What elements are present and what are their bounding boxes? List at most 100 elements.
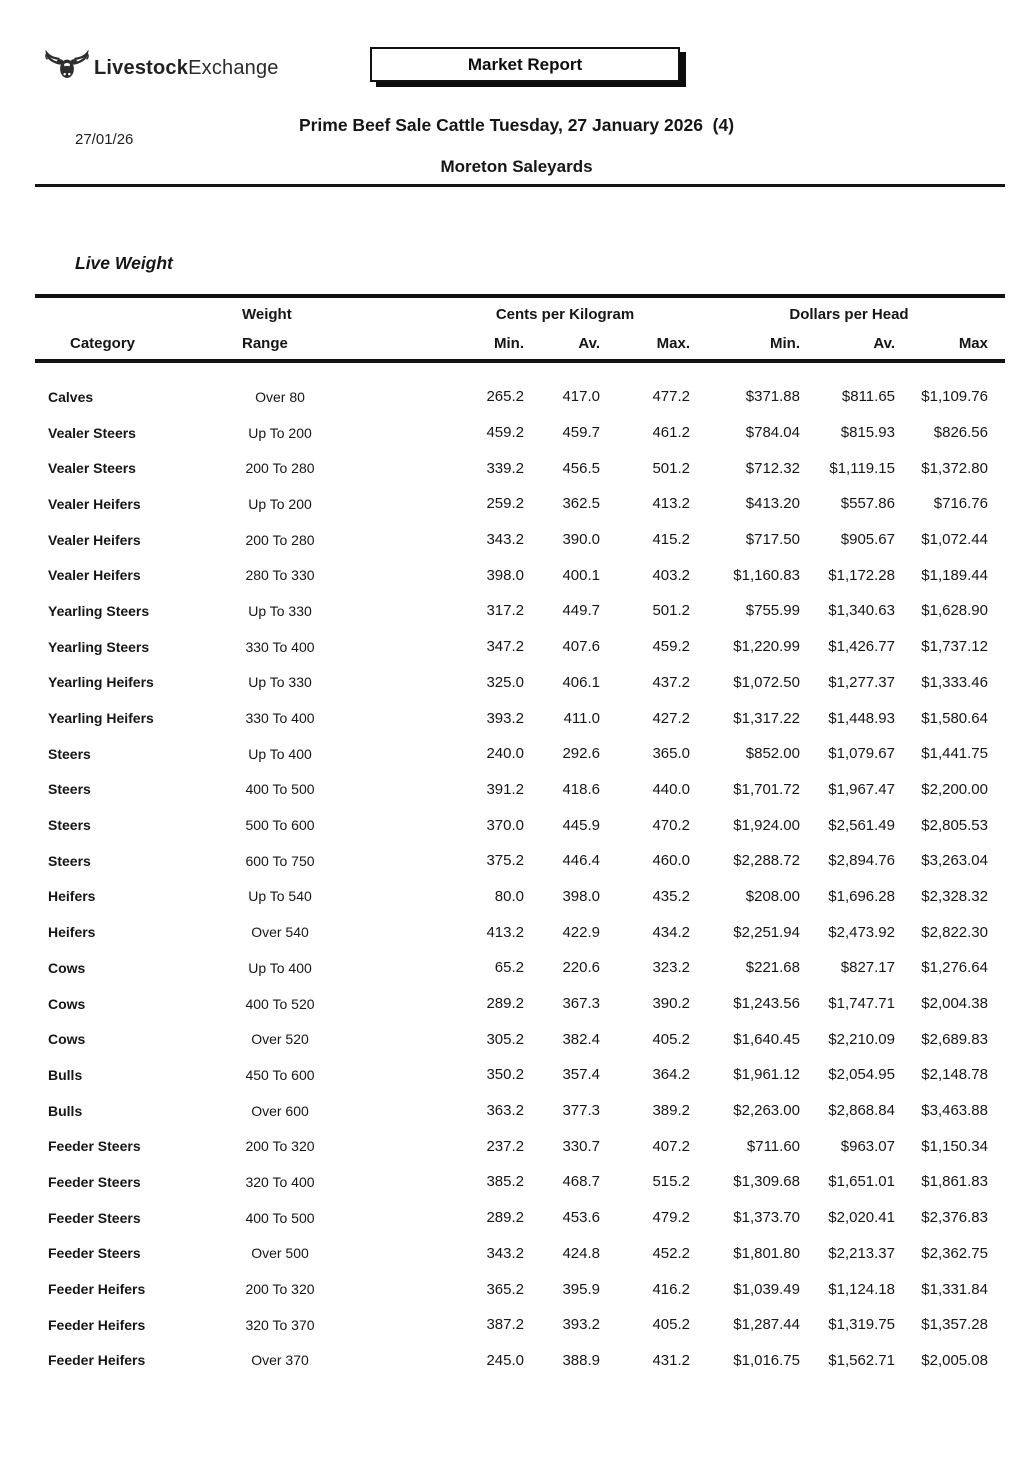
weight-range-cell: Up To 330 xyxy=(248,674,312,691)
cents-max-cell: 434.2 xyxy=(652,923,690,941)
weight-range-cell: 320 To 370 xyxy=(245,1316,315,1333)
dollars-min-cell: $1,317.22 xyxy=(733,709,800,727)
cents-max-cell: 323.2 xyxy=(652,959,690,977)
dollars-av-cell: $2,210.09 xyxy=(828,1030,895,1048)
dollars-av-cell: $815.93 xyxy=(840,424,895,442)
dollars-max-cell: $1,276.64 xyxy=(921,959,988,977)
dollars-max-cell: $1,580.64 xyxy=(921,709,988,727)
livestock-exchange-logo: LivestockExchange xyxy=(44,50,279,86)
table-header-row-groups: Weight Cents per Kilogram Dollars per He… xyxy=(45,300,988,329)
category-cell: Heifers xyxy=(48,888,96,905)
cents-min-cell: 459.2 xyxy=(486,424,524,442)
dollars-max-cell: $2,376.83 xyxy=(921,1209,988,1227)
dollars-min-cell: $755.99 xyxy=(745,602,800,620)
table-row: Heifers Over 540 413.2 422.9 434.2 $2,25… xyxy=(45,914,988,950)
cents-max-cell: 390.2 xyxy=(652,995,690,1013)
category-cell: Bulls xyxy=(48,1102,83,1119)
category-cell: Steers xyxy=(48,781,91,798)
cents-av-cell: 411.0 xyxy=(563,709,600,727)
cents-av-cell: 292.6 xyxy=(562,745,600,763)
weight-range-cell: Up To 200 xyxy=(248,495,312,512)
dollars-av-cell: $1,277.37 xyxy=(828,673,895,691)
dollars-av-cell: $1,124.18 xyxy=(828,1280,895,1298)
cents-min-cell: 240.0 xyxy=(486,745,524,763)
category-cell: Cows xyxy=(48,1031,86,1048)
cents-max-cell: 501.2 xyxy=(652,602,690,620)
report-date: 27/01/26 xyxy=(75,131,134,148)
cents-max-cell: 470.2 xyxy=(652,816,690,834)
cents-av-cell: 468.7 xyxy=(562,1173,600,1191)
cents-min-cell: 289.2 xyxy=(486,995,524,1013)
category-cell: Steers xyxy=(48,852,91,869)
dollars-max-cell: $2,822.30 xyxy=(921,923,988,941)
header-weight: Weight xyxy=(242,306,292,323)
cents-max-cell: 365.0 xyxy=(652,745,690,763)
cents-max-cell: 452.2 xyxy=(652,1244,690,1262)
dollars-max-cell: $1,441.75 xyxy=(921,745,988,763)
category-cell: Feeder Steers xyxy=(48,1245,141,1262)
cents-max-cell: 431.2 xyxy=(652,1351,690,1369)
category-cell: Vealer Heifers xyxy=(48,495,141,512)
weight-range-cell: Over 520 xyxy=(251,1031,309,1048)
cents-max-cell: 416.2 xyxy=(652,1280,690,1298)
brand-word-livestock: Livestock xyxy=(94,56,189,79)
dollars-min-cell: $2,288.72 xyxy=(733,852,800,870)
table-row: Steers 400 To 500 391.2 418.6 440.0 $1,7… xyxy=(45,772,988,808)
dollars-av-cell: $1,426.77 xyxy=(828,638,895,656)
table-row: Cows Over 520 305.2 382.4 405.2 $1,640.4… xyxy=(45,1021,988,1057)
weight-range-cell: Up To 200 xyxy=(248,424,312,441)
cents-min-cell: 398.0 xyxy=(486,566,524,584)
cents-av-cell: 357.4 xyxy=(562,1066,600,1084)
table-row: Steers Up To 400 240.0 292.6 365.0 $852.… xyxy=(45,736,988,772)
header-dollars-max: Max xyxy=(958,335,988,352)
cents-av-cell: 424.8 xyxy=(562,1244,600,1262)
category-cell: Yearling Steers xyxy=(48,638,150,655)
table-row: Calves Over 80 265.2 417.0 477.2 $371.88… xyxy=(45,379,988,415)
weight-range-cell: 200 To 320 xyxy=(245,1281,315,1298)
dollars-av-cell: $811.65 xyxy=(841,388,895,406)
cents-min-cell: 387.2 xyxy=(486,1316,524,1334)
weight-range-cell: 200 To 280 xyxy=(245,531,315,548)
table-row: Feeder Heifers Over 370 245.0 388.9 431.… xyxy=(45,1343,988,1379)
dollars-av-cell: $2,213.37 xyxy=(828,1244,895,1262)
cents-av-cell: 406.1 xyxy=(562,673,600,691)
header-dollars-av: Av. xyxy=(873,335,895,352)
cents-av-cell: 362.5 xyxy=(562,495,600,513)
table-row: Cows 400 To 520 289.2 367.3 390.2 $1,243… xyxy=(45,986,988,1022)
cents-av-cell: 417.0 xyxy=(562,388,600,406)
dollars-av-cell: $827.17 xyxy=(840,959,895,977)
dollars-max-cell: $716.76 xyxy=(933,495,988,513)
dollars-min-cell: $1,701.72 xyxy=(733,780,800,798)
dollars-min-cell: $712.32 xyxy=(745,459,800,477)
bull-icon xyxy=(44,50,94,86)
cents-max-cell: 479.2 xyxy=(652,1209,690,1227)
dollars-min-cell: $221.68 xyxy=(745,959,800,977)
category-cell: Steers xyxy=(48,745,91,762)
category-cell: Vealer Heifers xyxy=(48,531,141,548)
cents-av-cell: 395.9 xyxy=(562,1280,600,1298)
cents-max-cell: 405.2 xyxy=(652,1030,690,1048)
dollars-min-cell: $208.00 xyxy=(745,887,800,905)
cents-av-cell: 422.9 xyxy=(562,923,600,941)
category-cell: Calves xyxy=(48,388,94,405)
dollars-av-cell: $2,894.76 xyxy=(828,852,895,870)
table-row: Yearling Heifers Up To 330 325.0 406.1 4… xyxy=(45,665,988,701)
dollars-max-cell: $1,372.80 xyxy=(921,459,988,477)
header-group-dollars-per-head: Dollars per Head xyxy=(789,306,909,323)
dollars-av-cell: $963.07 xyxy=(840,1137,895,1155)
dollars-min-cell: $1,287.44 xyxy=(733,1316,800,1334)
dollars-av-cell: $557.86 xyxy=(840,495,895,513)
market-report-badge: Market Report xyxy=(370,47,680,82)
category-cell: Bulls xyxy=(48,1066,83,1083)
category-cell: Cows xyxy=(48,995,86,1012)
dollars-max-cell: $1,333.46 xyxy=(921,673,988,691)
dollars-av-cell: $905.67 xyxy=(840,531,895,549)
table-row: Heifers Up To 540 80.0 398.0 435.2 $208.… xyxy=(45,879,988,915)
cents-min-cell: 343.2 xyxy=(486,1244,524,1262)
header-group-cents-per-kilogram: Cents per Kilogram xyxy=(495,306,635,323)
weight-range-cell: 330 To 400 xyxy=(245,638,315,655)
dollars-max-cell: $1,072.44 xyxy=(921,531,988,549)
table-header: Weight Cents per Kilogram Dollars per He… xyxy=(45,300,988,358)
cents-min-cell: 375.2 xyxy=(486,852,524,870)
cents-min-cell: 289.2 xyxy=(486,1209,524,1227)
